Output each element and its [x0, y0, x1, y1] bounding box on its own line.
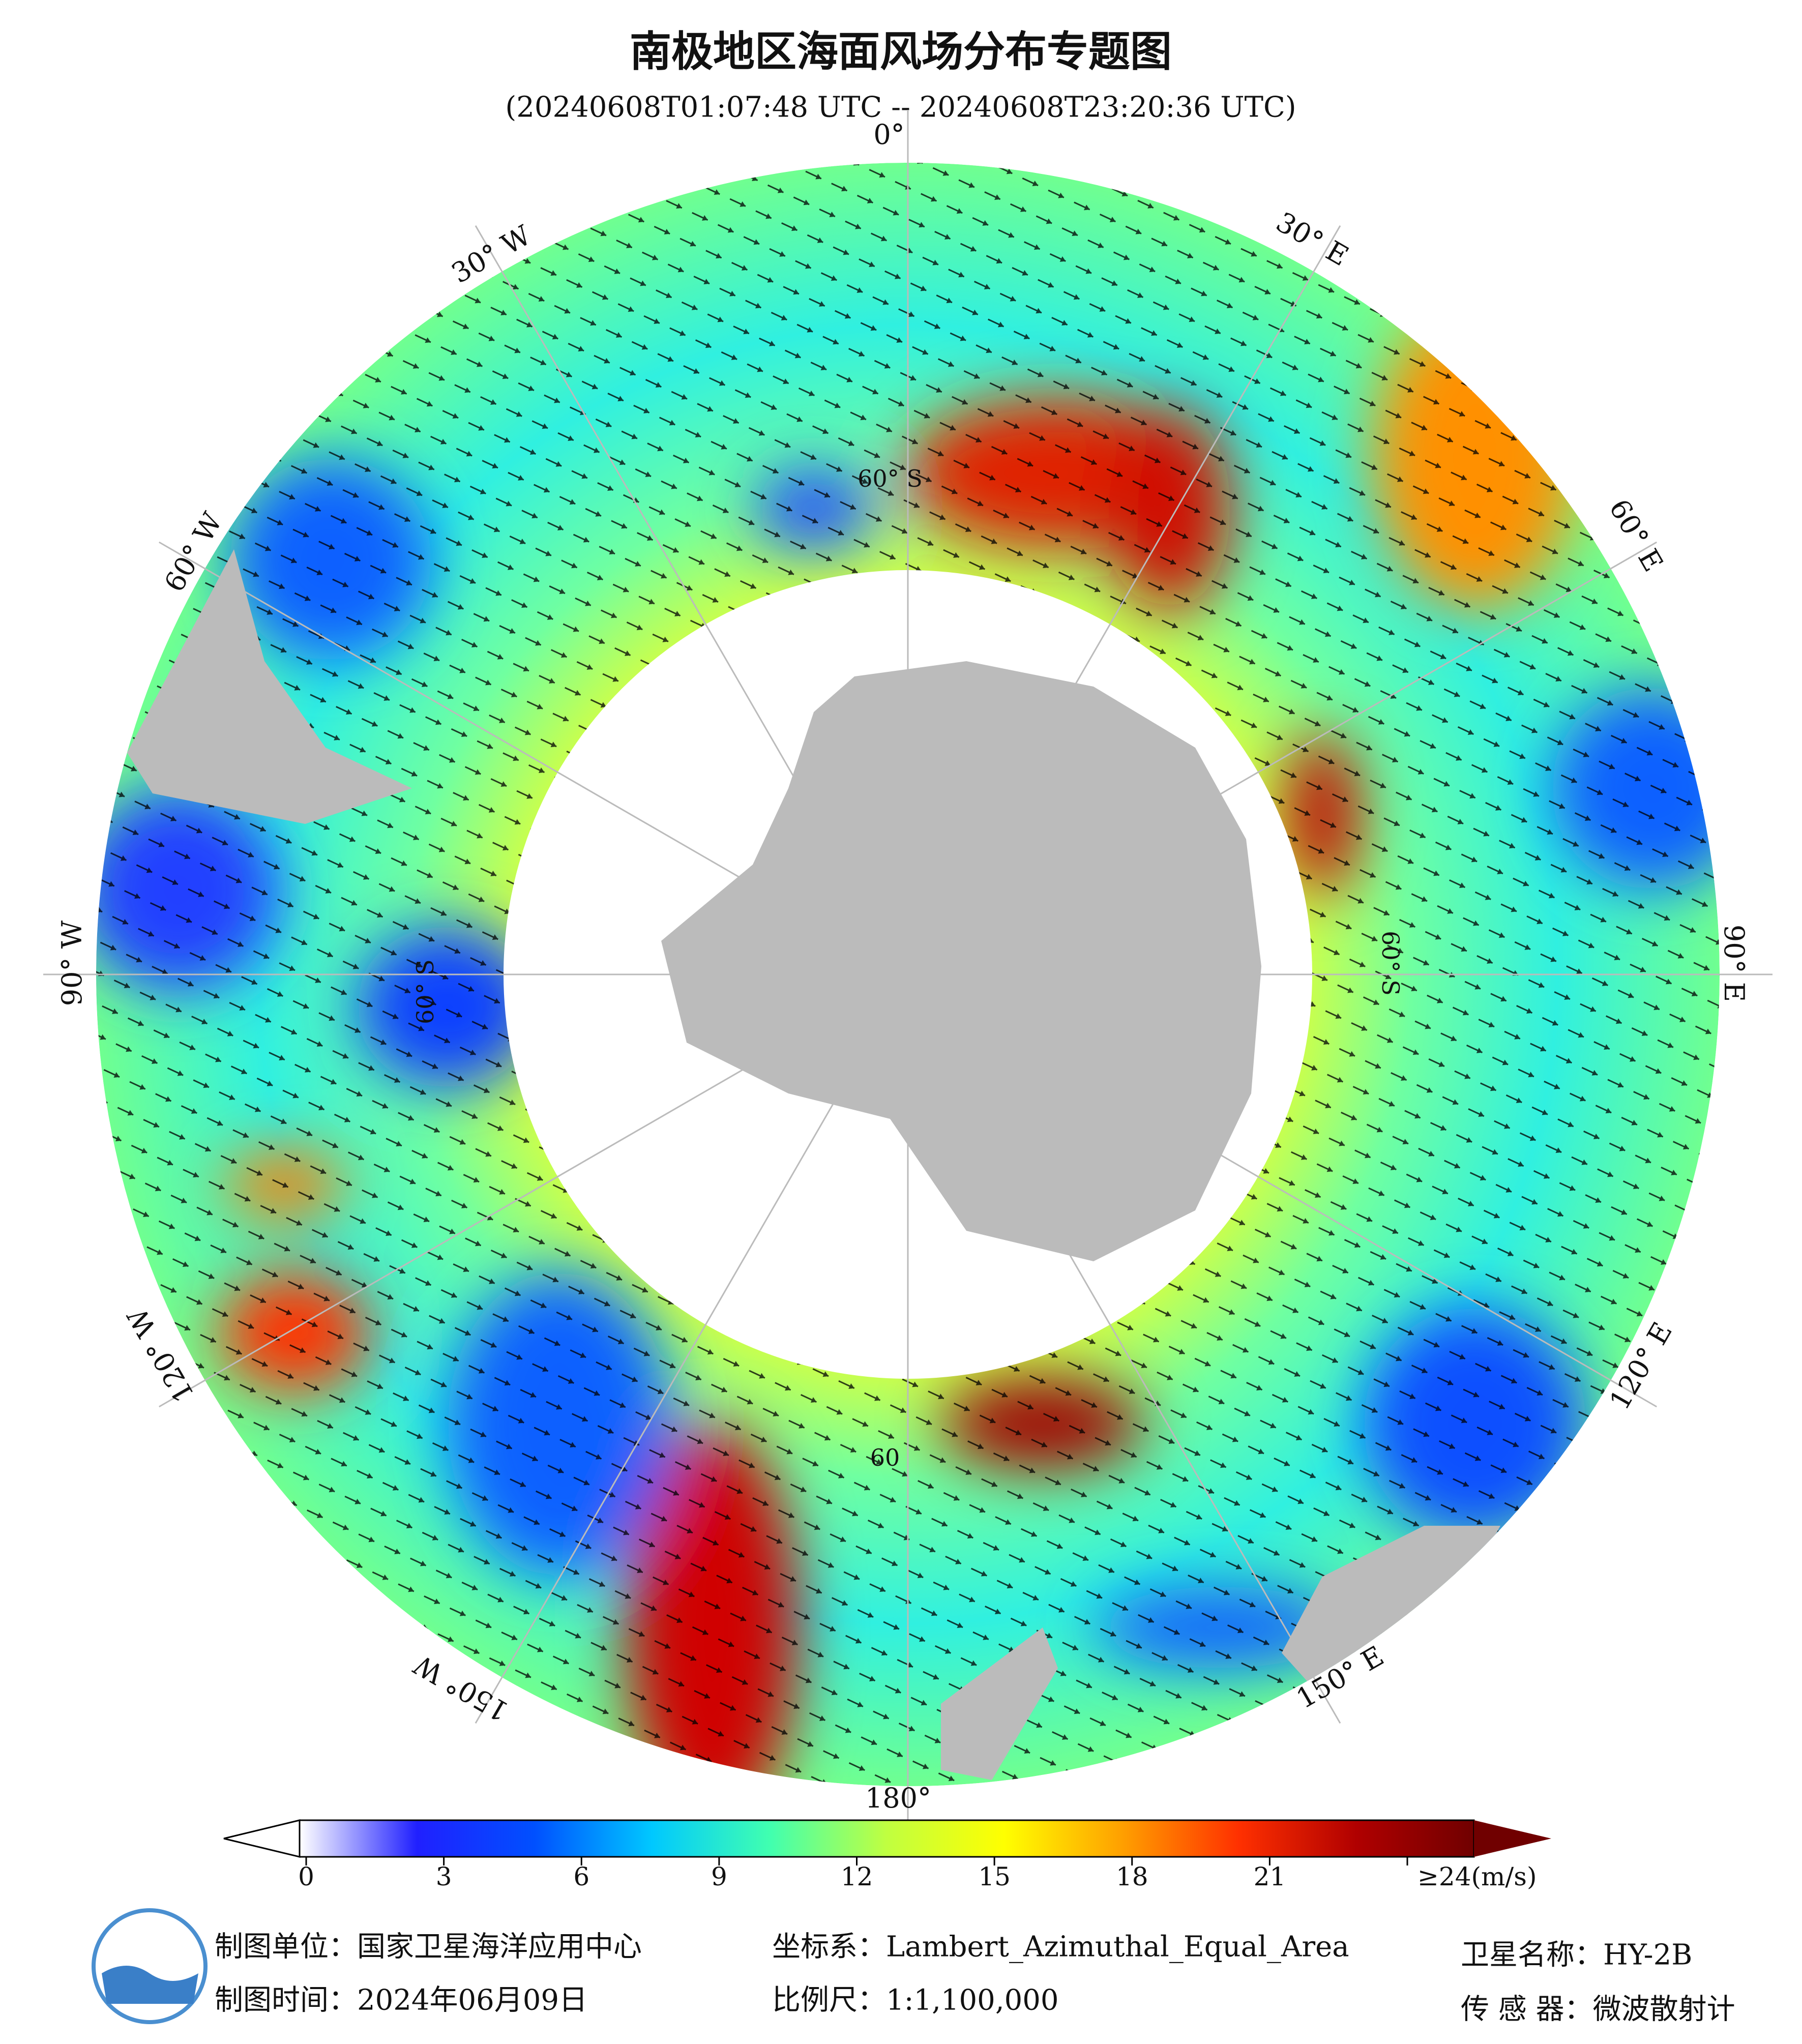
- lon-label: 0°: [873, 119, 904, 151]
- lon-label: 180°: [865, 1782, 931, 1814]
- colorbar-tick-label: 0: [298, 1862, 314, 1891]
- colorbar-tick-label: 15: [978, 1862, 1011, 1891]
- footer-satellite: 卫星名称：HY-2B: [1461, 1939, 1692, 1972]
- title: 南极地区海面风场分布专题图: [630, 27, 1172, 76]
- footer-unit: 制图单位：国家卫星海洋应用中心: [215, 1931, 642, 1964]
- colorbar-tick-label: 9: [711, 1862, 727, 1891]
- logo: [92, 1908, 208, 2024]
- lat-label: 60: [870, 1444, 900, 1471]
- colorbar-tick-label: ≥24(m/s): [1417, 1862, 1537, 1891]
- colorbar-tick-label: 6: [573, 1862, 589, 1891]
- footer-date: 制图时间：2024年06月09日: [215, 1984, 587, 2017]
- lon-label: 60° E: [1603, 494, 1670, 577]
- lon-label: 90° E: [1718, 925, 1750, 1002]
- lat-label: 60° S: [858, 465, 923, 492]
- lon-label: 90° W: [56, 920, 88, 1006]
- colorbar-tick-label: 3: [436, 1862, 452, 1891]
- colorbar-tick-label: 21: [1254, 1862, 1286, 1891]
- colorbar: 0 3 6 9 12 15 18 21 ≥24(m/s): [223, 1819, 1551, 1891]
- subtitle: (20240608T01:07:48 UTC -- 20240608T23:20…: [505, 91, 1296, 124]
- footer-sensor: 传 感 器：微波散射计: [1461, 1993, 1735, 2026]
- footer-crs: 坐标系：Lambert_Azimuthal_Equal_Area: [772, 1931, 1349, 1964]
- lat-label: 60° S: [1377, 931, 1404, 996]
- lat-label: 60° S: [411, 959, 439, 1024]
- colorbar-tick-label: 12: [841, 1862, 873, 1891]
- footer-scale: 比例尺：1:1,100,000: [772, 1984, 1059, 2017]
- colorbar-tick-label: 18: [1116, 1862, 1148, 1891]
